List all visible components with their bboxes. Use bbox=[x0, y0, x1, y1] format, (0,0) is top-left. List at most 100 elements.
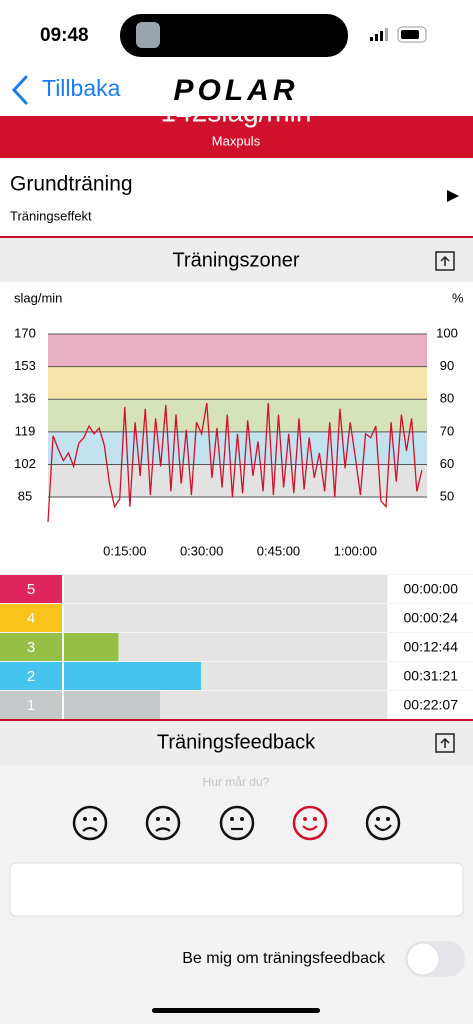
y-tick-label: 170 bbox=[14, 325, 36, 340]
mood-option[interactable] bbox=[292, 805, 328, 841]
divider bbox=[0, 719, 473, 721]
eye[interactable] bbox=[83, 817, 87, 821]
summary-label: Maxpuls bbox=[212, 133, 261, 148]
section-title: Träningsfeedback bbox=[157, 731, 316, 753]
summary-value: 142slag/min bbox=[161, 96, 312, 127]
feedback-prompt: Hur mår du? bbox=[203, 775, 270, 789]
zone-label-box bbox=[0, 662, 62, 690]
section-title: Träningszoner bbox=[172, 249, 299, 271]
disclosure-arrow[interactable] bbox=[447, 190, 459, 202]
zone-time: 00:22:07 bbox=[404, 697, 459, 713]
divider bbox=[0, 236, 473, 238]
feedback-input[interactable] bbox=[9, 862, 464, 917]
zone-time-cell bbox=[388, 604, 473, 632]
zone-track bbox=[0, 575, 387, 603]
share-icon[interactable] bbox=[435, 733, 455, 753]
y2-tick-label: 80 bbox=[440, 391, 454, 406]
back-chevron[interactable] bbox=[11, 75, 28, 105]
y-tick-label: 136 bbox=[14, 391, 36, 406]
mood-option[interactable] bbox=[145, 805, 181, 841]
back-button[interactable]: Tillbaka bbox=[11, 75, 121, 105]
zone-time-cell bbox=[388, 662, 473, 690]
x-tick-label: 0:30:00 bbox=[180, 543, 223, 558]
zone-label: 4 bbox=[27, 610, 35, 627]
y2-tick-label: 100 bbox=[436, 325, 458, 340]
battery bbox=[397, 26, 427, 43]
zone-band bbox=[48, 366, 427, 400]
mood-option[interactable] bbox=[219, 805, 255, 841]
eye[interactable] bbox=[156, 817, 160, 821]
zone-band bbox=[48, 334, 427, 367]
y-axis-label: slag/min bbox=[14, 290, 62, 305]
x-tick-label: 0:15:00 bbox=[103, 543, 146, 558]
mood-option[interactable] bbox=[365, 805, 401, 841]
eye[interactable] bbox=[313, 817, 317, 821]
toggle-label: Be mig om träningsfeedback bbox=[182, 950, 386, 967]
face[interactable] bbox=[72, 805, 108, 841]
zone-table: 5 00:00:00 4 00:00:24 3 00:12:44 2 00:31:21 1 00:… bbox=[0, 575, 473, 719]
signal bbox=[370, 28, 388, 41]
battery-level bbox=[401, 30, 419, 39]
zone-bar bbox=[62, 633, 119, 661]
home-indicator bbox=[152, 1008, 320, 1013]
zone-label-box bbox=[0, 575, 62, 603]
hr-chart: 85 102 119 136 153 170 50 60 70 80 90 100 0:15:00 0:3… bbox=[14, 325, 458, 558]
avatar bbox=[136, 22, 160, 48]
back-label[interactable]: Tillbaka bbox=[42, 75, 121, 101]
dynamic-island bbox=[120, 14, 348, 57]
face[interactable] bbox=[145, 805, 181, 841]
session-title: Grundträning bbox=[10, 173, 133, 196]
eye[interactable] bbox=[386, 817, 390, 821]
zone-track bbox=[0, 604, 387, 632]
x-tick-label: 0:45:00 bbox=[257, 543, 300, 558]
eye[interactable] bbox=[376, 817, 380, 821]
zone-time: 00:31:21 bbox=[404, 668, 459, 684]
eye[interactable] bbox=[93, 817, 97, 821]
y2-tick-label: 60 bbox=[440, 456, 454, 471]
zone-label-box bbox=[0, 633, 62, 661]
hr-line bbox=[47, 402, 423, 523]
zone-time-cell bbox=[388, 691, 473, 719]
y-tick-label: 119 bbox=[15, 423, 36, 438]
mood-option[interactable] bbox=[72, 805, 108, 841]
y2-tick-label: 90 bbox=[440, 358, 454, 373]
eye[interactable] bbox=[230, 817, 234, 821]
share-icon[interactable] bbox=[435, 251, 455, 271]
y2-axis-label: % bbox=[452, 290, 464, 305]
mouth[interactable] bbox=[302, 825, 318, 831]
mouth[interactable] bbox=[155, 827, 171, 832]
session-row[interactable] bbox=[0, 158, 473, 236]
y2-tick-label: 50 bbox=[440, 489, 454, 504]
eye[interactable] bbox=[303, 817, 307, 821]
zone-bar bbox=[62, 662, 202, 690]
face[interactable] bbox=[292, 805, 328, 841]
zone-label: 3 bbox=[27, 639, 35, 656]
zone-time-cell bbox=[388, 575, 473, 603]
x-tick-label: 1:00:00 bbox=[334, 543, 377, 558]
y2-tick-label: 70 bbox=[440, 423, 454, 438]
summary-band: 142slag/min Maxpuls bbox=[0, 96, 473, 158]
section-header bbox=[0, 721, 473, 765]
summary-bg bbox=[0, 116, 473, 158]
session-subtitle: Träningseffekt bbox=[10, 208, 92, 223]
mouth[interactable] bbox=[82, 826, 98, 832]
zone-label: 1 bbox=[27, 697, 35, 714]
eye[interactable] bbox=[240, 817, 244, 821]
zone-label-box bbox=[0, 691, 62, 719]
y-tick-label: 85 bbox=[18, 488, 32, 503]
logo: POLAR bbox=[174, 74, 299, 107]
toggle-knob[interactable] bbox=[406, 942, 440, 976]
zone-bar bbox=[62, 691, 161, 719]
face[interactable] bbox=[365, 805, 401, 841]
toggle[interactable] bbox=[405, 941, 465, 977]
eye[interactable] bbox=[166, 817, 170, 821]
face[interactable] bbox=[219, 805, 255, 841]
y-tick-label: 153 bbox=[14, 358, 36, 373]
zone-label: 2 bbox=[27, 668, 35, 685]
zone-time: 00:00:00 bbox=[404, 581, 459, 597]
zone-time: 00:12:44 bbox=[404, 639, 459, 655]
zone-label-box bbox=[0, 604, 62, 632]
mouth[interactable] bbox=[374, 824, 392, 832]
clock: 09:48 bbox=[40, 25, 89, 46]
